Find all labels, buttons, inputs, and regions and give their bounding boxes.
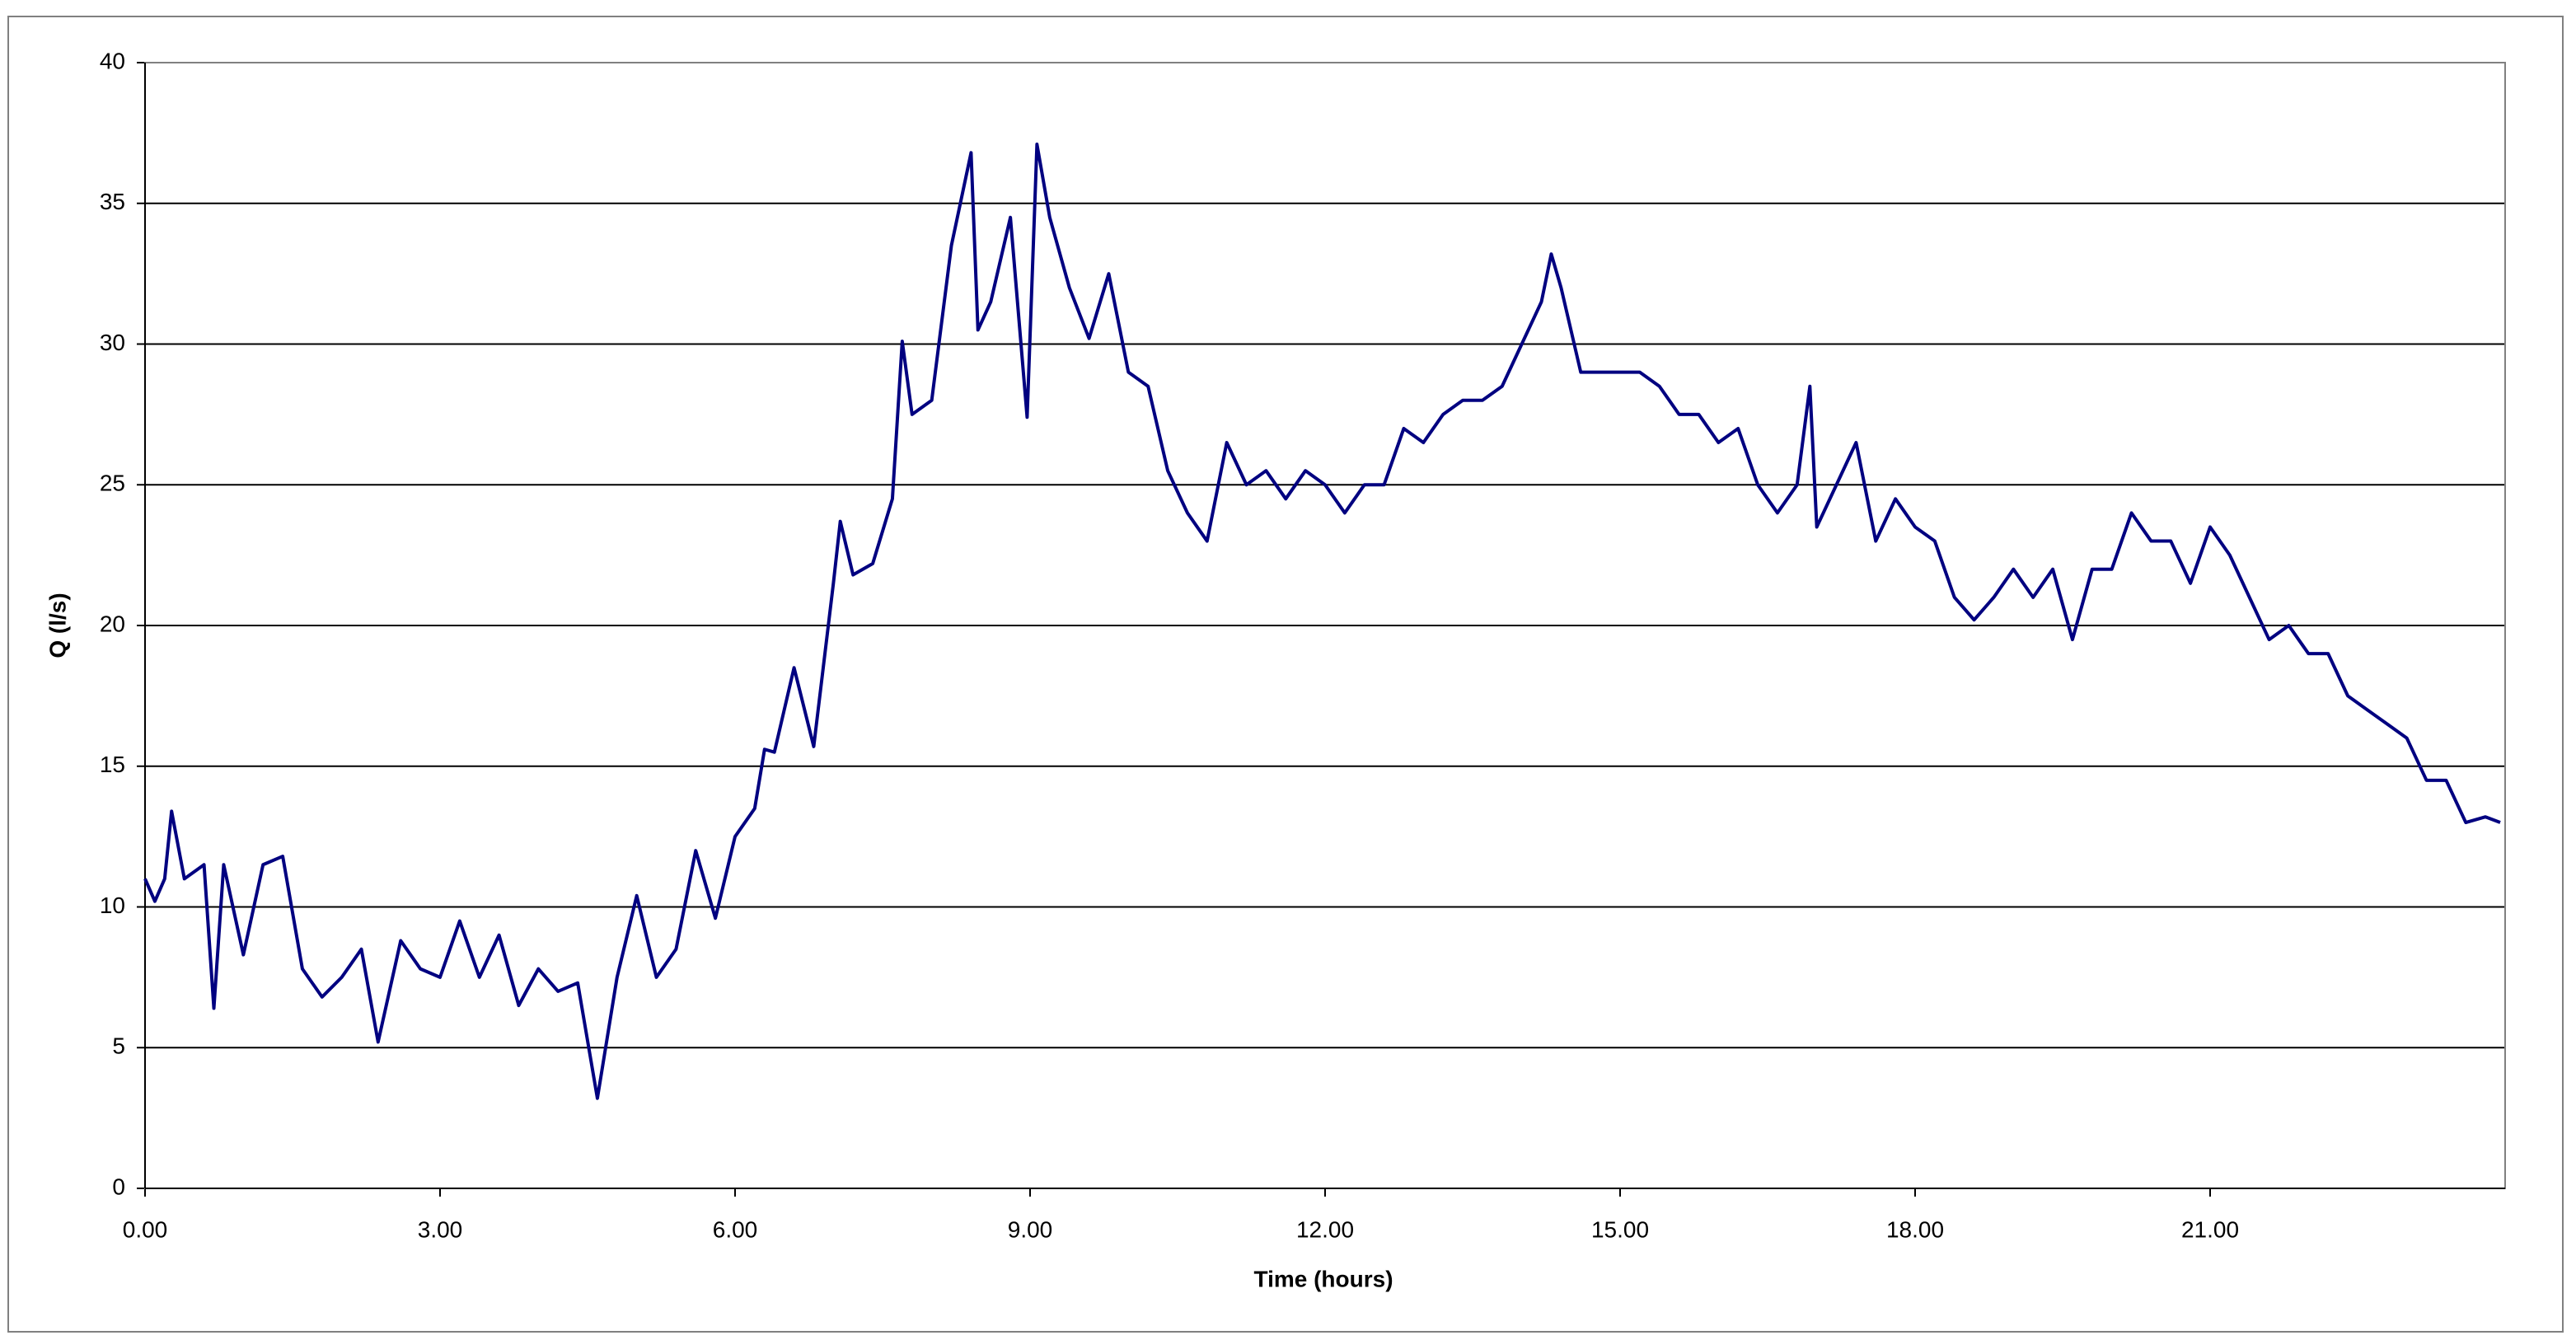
data-line	[143, 143, 2501, 1100]
y-tick-label: 15	[100, 752, 125, 777]
y-tick-label: 35	[100, 189, 125, 214]
y-tick-label: 25	[100, 471, 125, 496]
x-tick-label: 12.00	[1296, 1216, 1354, 1242]
chart-border	[7, 16, 2564, 1333]
x-tick-label: 21.00	[2181, 1216, 2239, 1242]
y-tick-label: 0	[112, 1174, 125, 1199]
y-tick-label: 20	[100, 611, 125, 636]
y-tick-label: 5	[112, 1033, 125, 1059]
x-tick-label: 18.00	[1886, 1216, 1944, 1242]
y-tick-label: 10	[100, 893, 125, 918]
x-tick-label: 15.00	[1591, 1216, 1649, 1242]
y-tick-label: 40	[100, 48, 125, 73]
x-tick-label: 6.00	[713, 1216, 758, 1242]
y-axis-title: Q (l/s)	[44, 593, 70, 658]
x-axis-title: Time (hours)	[1253, 1266, 1393, 1291]
x-tick-label: 9.00	[1008, 1216, 1053, 1242]
y-tick-label: 30	[100, 330, 125, 355]
x-tick-label: 0.00	[123, 1216, 168, 1242]
x-tick-label: 3.00	[418, 1216, 463, 1242]
